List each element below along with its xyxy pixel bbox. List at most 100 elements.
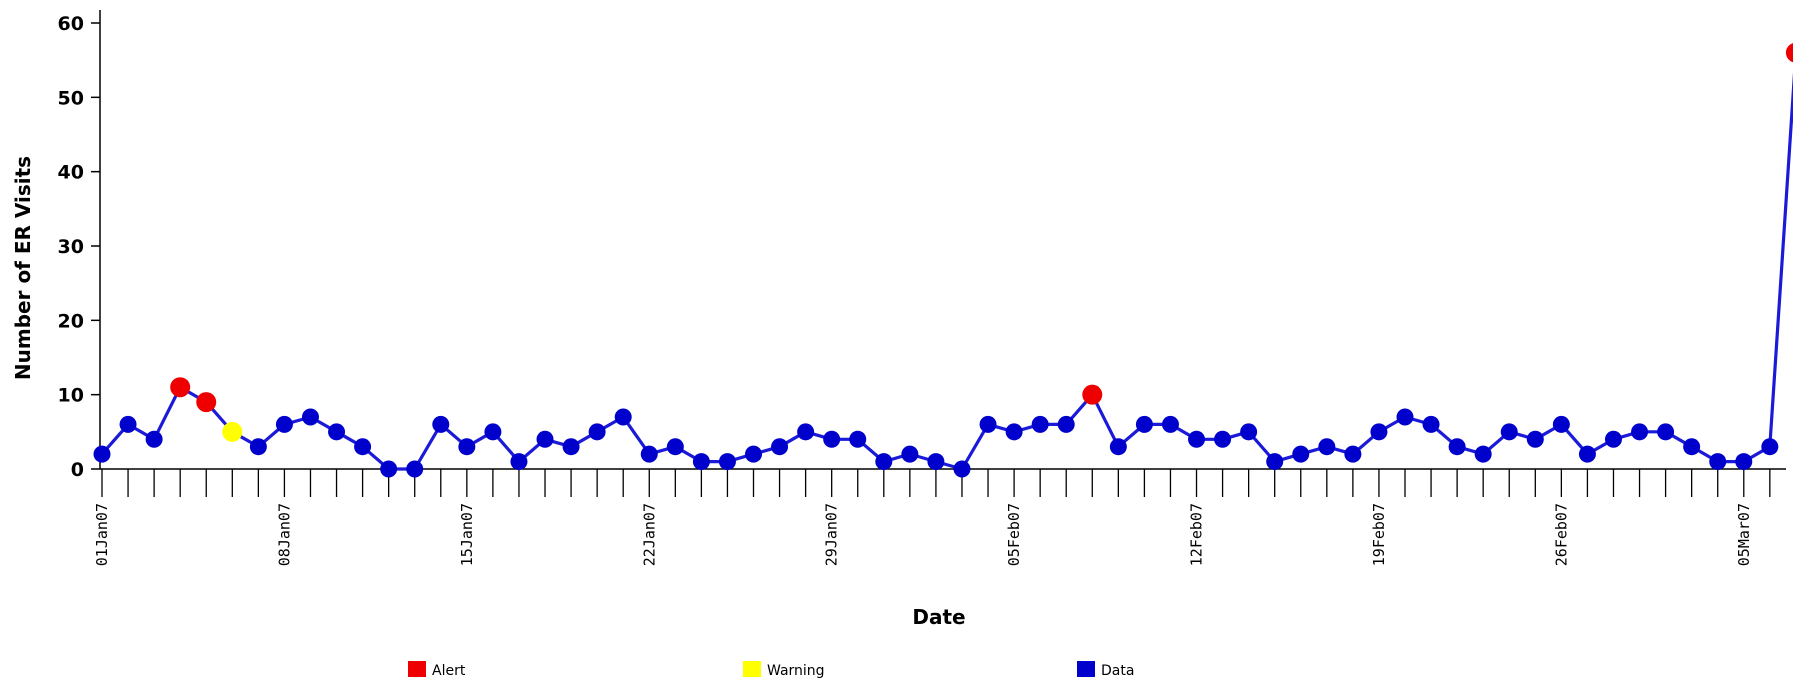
legend-item-data: Data [1077,661,1134,678]
data-point-data [823,430,841,448]
x-tick-label: 29Jan07 [823,503,841,566]
series-line [100,72,1793,471]
data-point-alert [1785,43,1793,63]
data-point-data [275,415,293,433]
data-point-data [1761,438,1779,456]
data-point-data [718,453,736,471]
data-point-data [562,438,580,456]
data-point-data [1188,430,1206,448]
data-point-data [1031,415,1049,433]
data-point-data [432,415,450,433]
data-point-data [588,423,606,441]
data-point-data [875,453,893,471]
legend-swatch [408,661,426,677]
data-point-data [1709,453,1727,471]
y-tick-label: 30 [58,236,84,258]
data-point-data [119,415,137,433]
x-tick-label: 01Jan07 [93,503,111,566]
data-point-data [1526,430,1544,448]
data-point-data [1344,445,1362,463]
data-point-data [510,453,528,471]
data-point-data [797,423,815,441]
data-point-data [1135,415,1153,433]
data-point-data [1448,438,1466,456]
data-point-data [849,430,867,448]
data-point-data [1735,453,1753,471]
data-point-data [484,423,502,441]
data-point-data [301,408,319,426]
data-point-data [979,415,997,433]
data-point-data [1474,445,1492,463]
data-point-data [1161,415,1179,433]
data-point-data [1109,438,1127,456]
data-point-data [1657,423,1675,441]
data-point-data [771,438,789,456]
x-tick-label: 05Feb07 [1005,503,1023,566]
data-point-data [614,408,632,426]
legend-label: Alert [432,663,466,678]
data-point-data [927,453,945,471]
y-tick-label: 10 [58,385,84,407]
data-point-data [1214,430,1232,448]
data-point-data [1552,415,1570,433]
legend-label: Warning [767,663,825,678]
legend-item-warning: Warning [743,661,825,678]
legend-swatch [1077,661,1095,677]
data-point-data [328,423,346,441]
data-point-data [1370,423,1388,441]
data-point-data [354,438,372,456]
data-point-data [380,460,398,478]
data-point-data [1057,415,1075,433]
data-point-data [1318,438,1336,456]
y-tick-label: 50 [58,87,84,109]
data-point-data [1396,408,1414,426]
data-point-data [640,445,658,463]
data-point-data [692,453,710,471]
x-tick-label: 08Jan07 [275,503,293,566]
data-point-data [666,438,684,456]
data-point-data [458,438,476,456]
legend: Alert Warning Data [408,661,1134,678]
data-point-data [1292,445,1310,463]
data-point-data [1604,430,1622,448]
data-point-data [1631,423,1649,441]
x-tick-label: 22Jan07 [640,503,658,566]
data-point-alert [1082,384,1103,405]
data-point-data [1500,423,1518,441]
data-point-alert [170,377,191,398]
data-point-alert [196,392,217,413]
legend-item-alert: Alert [408,661,466,678]
data-point-data [406,460,424,478]
y-axis-title: Number of ER Visits [11,156,35,380]
y-tick-label: 60 [58,13,84,35]
legend-label: Data [1101,663,1134,678]
x-tick-label: 05Mar07 [1735,503,1753,566]
x-tick-label: 15Jan07 [458,503,476,566]
data-point-data [1422,415,1440,433]
x-axis-title: Date [912,605,965,629]
x-tick-label: 12Feb07 [1188,503,1206,566]
data-point-warning [222,421,243,442]
data-point-data [93,445,111,463]
y-axis: 0 10 20 30 40 50 60 [58,10,101,481]
data-point-data [953,460,971,478]
data-point-data [145,430,163,448]
data-point-data [536,430,554,448]
data-point-data [249,438,267,456]
x-tick-label: 19Feb07 [1370,503,1388,566]
legend-swatch [743,661,761,677]
data-point-data [901,445,919,463]
data-point-data [745,445,762,463]
data-point-data [1240,423,1258,441]
y-tick-label: 20 [58,310,84,332]
data-point-data [1683,438,1701,456]
data-series [93,43,1793,478]
x-tick-label: 26Feb07 [1552,503,1570,566]
y-tick-label: 40 [58,162,84,184]
data-point-data [1578,445,1596,463]
data-point-data [1266,453,1284,471]
y-tick-label: 0 [71,459,84,481]
x-axis: 01Jan07 08Jan07 15Jan07 22Jan07 29Jan07 05Feb… [93,468,1786,566]
data-point-data [1005,423,1023,441]
